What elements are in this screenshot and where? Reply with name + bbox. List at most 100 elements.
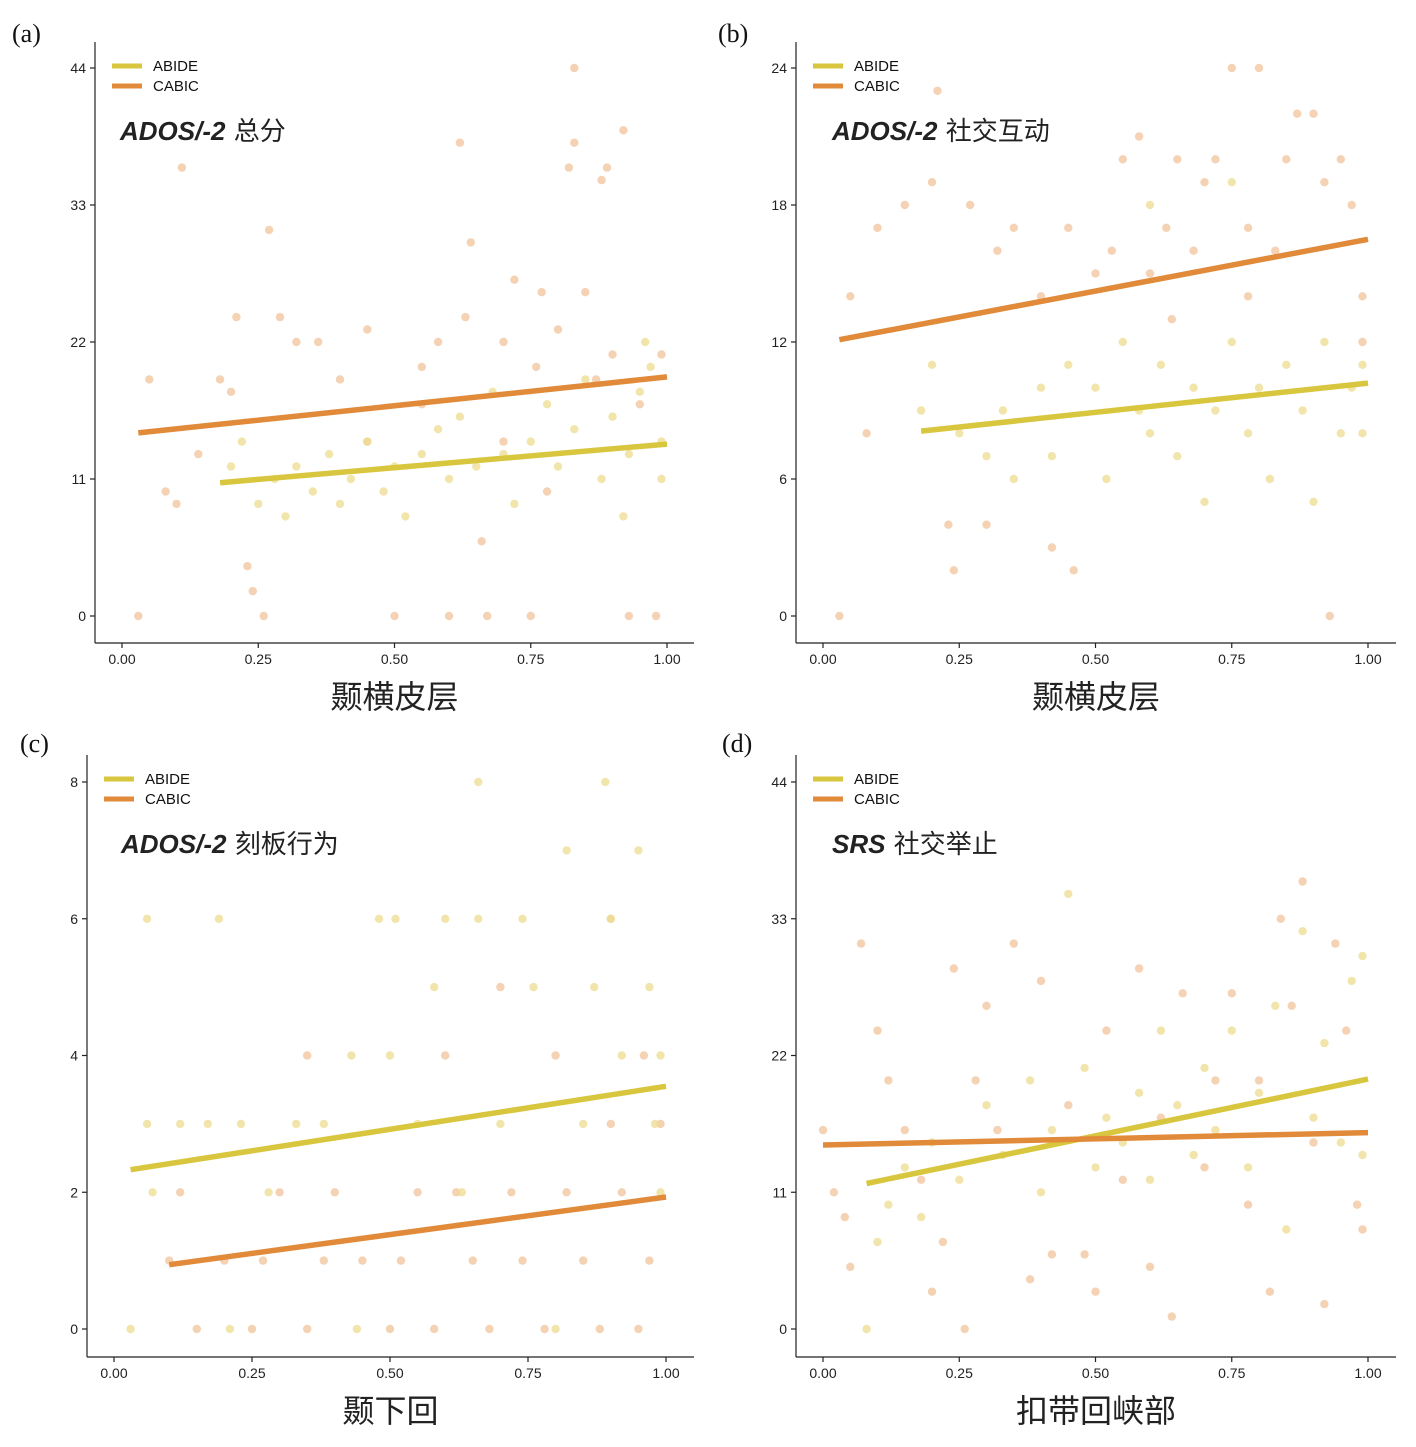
x-tick-label: 0.50	[381, 651, 408, 667]
point-cabic	[1069, 566, 1078, 575]
point-abide	[635, 387, 644, 396]
point-cabic	[243, 562, 252, 571]
point-cabic	[1025, 1275, 1035, 1284]
point-cabic	[385, 1324, 395, 1334]
point-abide	[148, 1188, 157, 1197]
point-cabic	[635, 400, 644, 409]
point-abide	[385, 1051, 395, 1060]
point-cabic	[1162, 223, 1171, 232]
point-abide	[324, 449, 334, 459]
point-abide	[619, 512, 628, 521]
point-cabic	[1276, 914, 1286, 923]
point-cabic	[455, 138, 465, 147]
point-abide	[237, 437, 247, 446]
point-abide	[363, 437, 372, 446]
point-cabic	[965, 200, 975, 210]
point-abide	[236, 1119, 246, 1129]
point-abide	[379, 487, 388, 496]
point-abide	[1091, 383, 1100, 392]
point-abide	[1189, 383, 1198, 392]
y-tick-label: 4	[70, 1048, 78, 1064]
point-abide	[998, 406, 1008, 415]
point-cabic	[258, 1256, 268, 1265]
point-cabic	[1254, 1076, 1264, 1085]
point-cabic	[247, 1324, 257, 1334]
point-cabic	[657, 350, 666, 359]
point-abide	[916, 1212, 926, 1222]
point-abide	[597, 474, 606, 484]
panel-title-measure: SRS	[832, 829, 886, 859]
point-cabic	[192, 1324, 201, 1334]
point-cabic	[499, 437, 508, 446]
point-cabic	[330, 1188, 339, 1197]
point-cabic	[1254, 63, 1264, 73]
point-cabic	[537, 288, 546, 297]
point-cabic	[551, 1051, 560, 1060]
point-cabic	[1211, 155, 1220, 164]
point-abide	[335, 499, 345, 509]
point-cabic	[1358, 337, 1367, 347]
point-cabic	[1118, 1175, 1128, 1185]
point-cabic	[624, 611, 634, 621]
point-cabic	[1320, 1299, 1329, 1309]
point-abide	[1134, 1088, 1144, 1098]
point-cabic	[1352, 1200, 1362, 1209]
point-abide	[579, 1119, 588, 1129]
point-cabic	[1309, 1138, 1318, 1147]
point-abide	[1080, 1063, 1089, 1073]
point-abide	[472, 462, 481, 471]
point-cabic	[1227, 63, 1237, 73]
y-tick-label: 8	[70, 774, 78, 790]
point-abide	[624, 449, 634, 459]
y-tick-label: 44	[70, 60, 86, 76]
point-cabic	[927, 178, 937, 187]
point-abide	[873, 1237, 882, 1247]
point-abide	[1064, 360, 1073, 369]
point-abide	[982, 1101, 991, 1110]
y-tick-label: 0	[779, 1321, 787, 1337]
panel-title: SRS 社交举止	[832, 829, 998, 860]
y-tick-label: 11	[772, 1184, 787, 1200]
point-abide	[1282, 1225, 1291, 1234]
panel-title: ADOS/-2 总分	[119, 116, 286, 147]
point-cabic	[134, 611, 143, 621]
point-cabic	[226, 387, 236, 396]
point-cabic	[1167, 315, 1177, 324]
point-abide	[601, 777, 610, 787]
point-cabic	[390, 611, 399, 621]
point-cabic	[1200, 178, 1209, 187]
point-abide	[496, 1119, 505, 1129]
point-cabic	[1145, 1262, 1155, 1272]
x-tick-label: 0.75	[517, 651, 544, 667]
point-abide	[142, 914, 152, 923]
fit-line-abide	[866, 1076, 1369, 1187]
point-cabic	[176, 1188, 185, 1197]
point-cabic	[248, 586, 257, 596]
point-abide	[570, 425, 579, 434]
legend-label-cabic: CABIC	[153, 78, 199, 95]
point-cabic	[1047, 1250, 1057, 1259]
point-cabic	[1227, 989, 1237, 998]
x-tick-label: 0.50	[376, 1365, 403, 1381]
point-abide	[608, 412, 617, 421]
panel-1: (a) 0 11 22 33 44 0.00 0.25 0.50 0.75 1.00 颞横皮层 ABID…	[12, 19, 694, 716]
point-cabic	[430, 1324, 439, 1334]
point-abide	[1320, 337, 1329, 347]
point-abide	[417, 449, 426, 459]
point-abide	[617, 1051, 626, 1060]
fit-line-abide	[219, 441, 668, 486]
panel-title-subscale: 社交互动	[937, 117, 1049, 147]
x-tick-label: 0.25	[238, 1365, 265, 1381]
point-abide	[1091, 1163, 1100, 1172]
point-cabic	[194, 449, 203, 459]
point-cabic	[1118, 155, 1128, 164]
point-abide	[226, 462, 236, 471]
fit-line-abide	[920, 380, 1369, 434]
point-abide	[542, 400, 552, 409]
point-cabic	[960, 1324, 969, 1334]
legend-label-cabic: CABIC	[145, 791, 191, 808]
point-cabic	[483, 611, 492, 621]
point-abide	[1320, 1038, 1329, 1048]
point-cabic	[1309, 109, 1318, 118]
point-abide	[430, 982, 439, 992]
